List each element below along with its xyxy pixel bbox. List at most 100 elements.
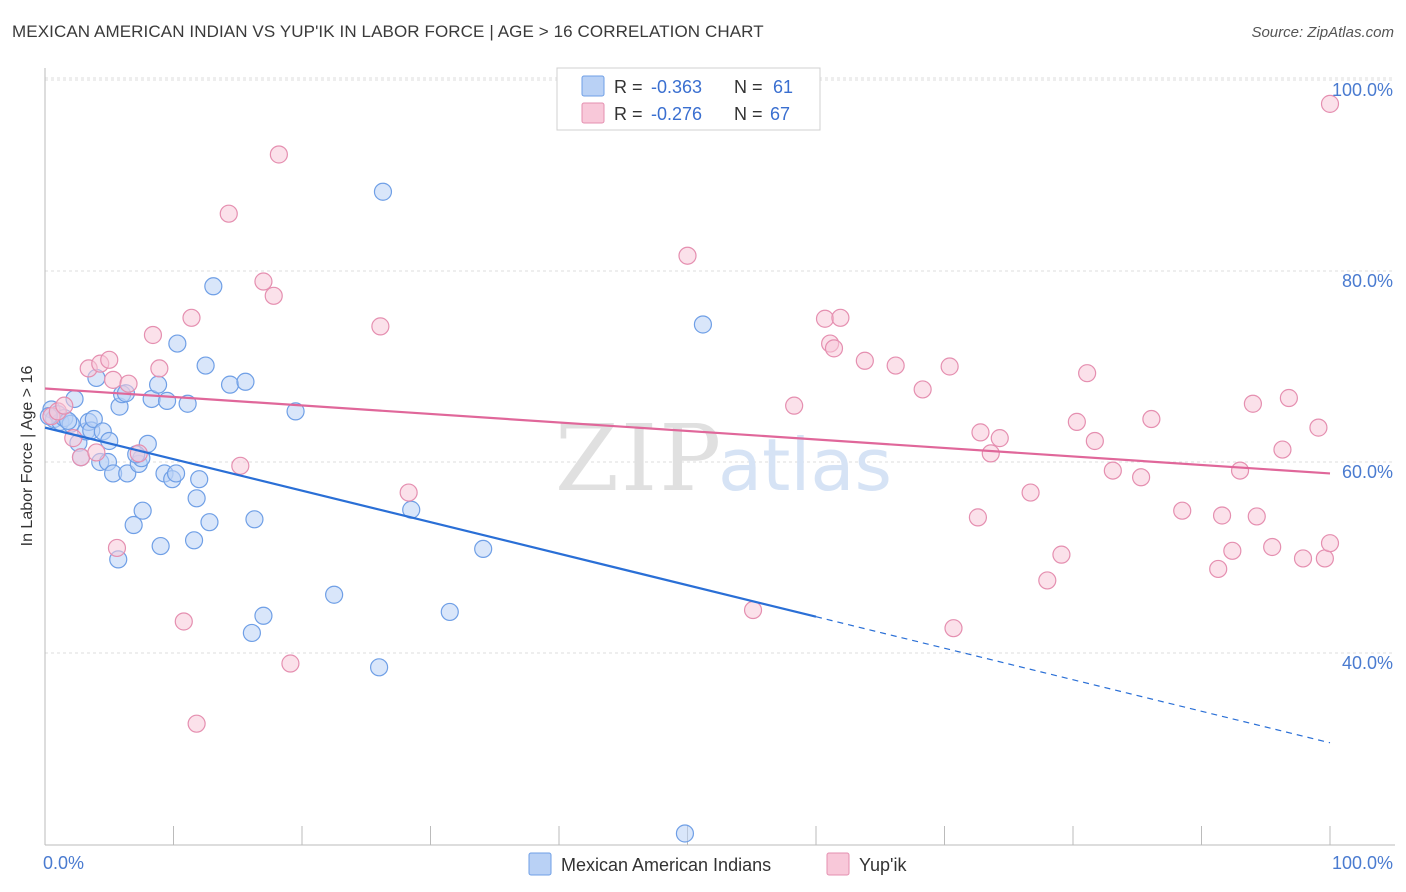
point-yupik-61 bbox=[1279, 388, 1298, 408]
point-yupik-19 bbox=[231, 456, 250, 475]
point-mexican-american-indians-45 bbox=[236, 372, 255, 391]
point-yupik-35 bbox=[886, 356, 905, 375]
point-yupik-39 bbox=[968, 508, 988, 527]
point-yupik-28 bbox=[743, 600, 763, 620]
point-yupik-62 bbox=[1293, 549, 1313, 568]
legend-swatch-yupik bbox=[581, 102, 605, 124]
point-yupik-20 bbox=[254, 272, 273, 291]
point-mexican-american-indians-30 bbox=[148, 375, 168, 394]
point-yupik-21 bbox=[264, 286, 283, 305]
point-mexican-american-indians-31 bbox=[151, 536, 170, 556]
point-yupik-42 bbox=[990, 429, 1009, 448]
point-mexican-american-indians-42 bbox=[200, 513, 219, 532]
point-mexican-american-indians-12 bbox=[84, 409, 103, 429]
x-tick-label-0: 0.0% bbox=[43, 853, 84, 873]
trend-line-yupik bbox=[44, 387, 1331, 475]
watermark: ZIP atlas bbox=[555, 405, 892, 512]
point-yupik-12 bbox=[129, 444, 148, 463]
point-yupik-27 bbox=[678, 246, 697, 265]
point-mexican-american-indians-35 bbox=[166, 464, 186, 483]
trend-lines bbox=[44, 387, 1331, 744]
point-yupik-24 bbox=[371, 317, 390, 336]
point-mexican-american-indians-51 bbox=[370, 658, 389, 677]
point-yupik-44 bbox=[1038, 571, 1057, 590]
stats-legend: R = -0.363 N = 61 R = -0.276 N = 67 bbox=[556, 67, 821, 131]
point-yupik-43 bbox=[1021, 483, 1040, 502]
legend-n-value-yupik: 67 bbox=[770, 104, 790, 124]
point-yupik-65 bbox=[1320, 534, 1340, 553]
point-yupik-53 bbox=[1209, 559, 1228, 579]
point-yupik-41 bbox=[981, 444, 1000, 463]
point-yupik-56 bbox=[1230, 461, 1250, 480]
point-mexican-american-indians-47 bbox=[245, 510, 264, 529]
point-mexican-american-indians-40 bbox=[190, 470, 209, 489]
point-yupik-16 bbox=[182, 308, 201, 327]
point-mexican-american-indians-24 bbox=[124, 515, 143, 535]
legend-r-value-mexican-american-indians: -0.363 bbox=[651, 77, 702, 97]
legend-r-label: R = bbox=[614, 77, 643, 97]
point-yupik-32 bbox=[824, 339, 844, 358]
point-yupik-13 bbox=[143, 325, 163, 345]
point-yupik-60 bbox=[1273, 440, 1292, 459]
legend-swatch-mexican-american-indians bbox=[581, 75, 605, 97]
point-mexican-american-indians-38 bbox=[184, 531, 204, 550]
point-mexican-american-indians-52 bbox=[373, 182, 393, 201]
point-yupik-36 bbox=[913, 380, 932, 399]
point-mexican-american-indians-36 bbox=[168, 334, 187, 353]
point-mexican-american-indians-41 bbox=[196, 356, 215, 375]
point-yupik-40 bbox=[971, 423, 990, 442]
y-tick-label-1: 60.0% bbox=[1342, 462, 1393, 482]
legend-n-value-mexican-american-indians: 61 bbox=[773, 77, 793, 97]
point-mexican-american-indians-56 bbox=[675, 824, 695, 843]
y-tick-labels: 40.0% 60.0% 80.0% 100.0% bbox=[1332, 80, 1393, 673]
y-tick-label-2: 80.0% bbox=[1342, 271, 1393, 291]
point-yupik-34 bbox=[855, 351, 874, 370]
chart-title: MEXICAN AMERICAN INDIAN VS YUP'IK IN LAB… bbox=[12, 22, 764, 41]
point-mexican-american-indians-44 bbox=[220, 375, 240, 394]
point-yupik-25 bbox=[399, 483, 418, 502]
watermark-atlas: atlas bbox=[718, 423, 892, 507]
point-yupik-50 bbox=[1132, 468, 1151, 487]
trend-line-mexican-american-indians bbox=[44, 426, 817, 618]
point-yupik-18 bbox=[219, 204, 238, 223]
point-yupik-63 bbox=[1309, 418, 1328, 437]
y-tick-label-0: 40.0% bbox=[1342, 653, 1393, 673]
legend-n-label-2: N = bbox=[734, 104, 763, 124]
point-yupik-29 bbox=[785, 396, 804, 415]
point-yupik-2 bbox=[55, 396, 74, 415]
point-yupik-17 bbox=[187, 714, 206, 733]
point-yupik-52 bbox=[1173, 501, 1192, 520]
point-mexican-american-indians-43 bbox=[204, 277, 223, 296]
point-yupik-55 bbox=[1223, 541, 1242, 560]
source-label: Source: ZipAtlas.com bbox=[1251, 24, 1394, 41]
point-yupik-33 bbox=[831, 308, 850, 327]
point-yupik-48 bbox=[1085, 431, 1104, 451]
point-yupik-6 bbox=[87, 443, 106, 462]
point-mexican-american-indians-37 bbox=[178, 394, 197, 413]
axes bbox=[44, 68, 1395, 846]
point-yupik-37 bbox=[940, 357, 959, 376]
watermark-zip: ZIP bbox=[555, 405, 723, 512]
point-mexican-american-indians-49 bbox=[286, 402, 305, 421]
legend-n-label: N = bbox=[734, 77, 763, 97]
point-yupik-66 bbox=[1320, 94, 1340, 113]
point-mexican-american-indians-54 bbox=[440, 602, 459, 622]
point-yupik-9 bbox=[104, 370, 123, 389]
point-mexican-american-indians-50 bbox=[325, 585, 344, 604]
bottom-legend-label-mexican-american-indians: Mexican American Indians bbox=[561, 855, 771, 875]
x-tick-labels: 0.0% 100.0% bbox=[43, 853, 1393, 873]
point-yupik-15 bbox=[174, 612, 193, 631]
point-yupik-57 bbox=[1243, 394, 1263, 413]
point-mexican-american-indians-39 bbox=[187, 489, 206, 508]
point-yupik-38 bbox=[944, 619, 963, 638]
series-yupik-points bbox=[42, 70, 1340, 733]
point-yupik-47 bbox=[1078, 364, 1097, 383]
legend-r-value-yupik: -0.276 bbox=[651, 104, 702, 124]
point-yupik-64 bbox=[1315, 549, 1334, 568]
point-yupik-14 bbox=[150, 359, 169, 378]
point-yupik-54 bbox=[1212, 506, 1232, 525]
x-tick-label-1: 100.0% bbox=[1332, 853, 1393, 873]
point-yupik-23 bbox=[281, 654, 300, 673]
point-yupik-4 bbox=[71, 448, 91, 467]
